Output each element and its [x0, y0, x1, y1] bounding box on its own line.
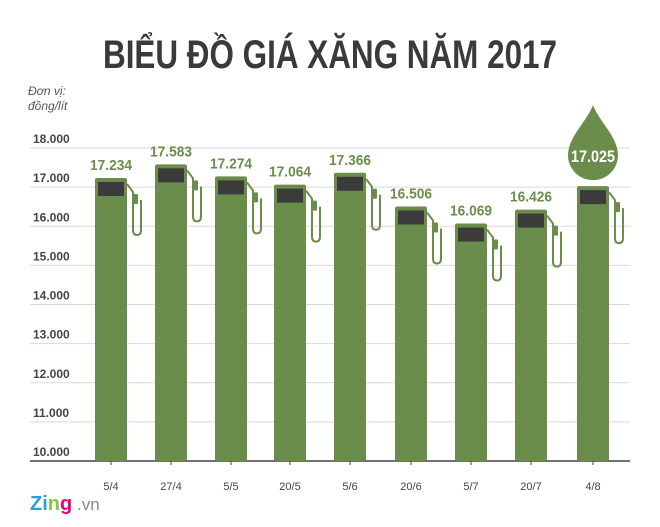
x-tick-label: 5/6 [342, 481, 357, 493]
y-tick-label: 15.000 [33, 249, 70, 263]
pump-nozzle [493, 239, 498, 250]
pump-nozzle [372, 188, 377, 199]
logo-wordmark: Zing [30, 493, 72, 515]
pump-screen [398, 210, 424, 225]
y-tick-label: 17.000 [33, 171, 70, 185]
zing-logo: Zing .vn [30, 493, 100, 515]
bar [155, 164, 187, 461]
y-tick-label: 18.000 [33, 132, 70, 146]
bar [515, 209, 547, 461]
y-tick-label: 14.000 [33, 289, 70, 303]
value-label: 17.025 [571, 147, 615, 166]
value-label: 16.069 [450, 203, 492, 220]
pump-hose [365, 178, 381, 231]
pump-hose [608, 191, 624, 245]
fuel-pump-bar: 20/7 16.426 [510, 189, 562, 493]
pump-screen [158, 168, 184, 183]
pump-hose [305, 190, 321, 243]
pump-hose [486, 228, 502, 282]
fuel-pump-bar: 5/4 17.234 [90, 157, 142, 493]
unit-label-line2: đồng/lít [28, 99, 68, 113]
bar [334, 172, 366, 462]
x-tick-label: 5/5 [223, 481, 238, 493]
bar [95, 177, 127, 461]
pump-nozzle [433, 222, 438, 233]
pump-screen [458, 227, 484, 242]
y-tick-label: 13.000 [33, 328, 70, 342]
fuel-pump-bar: 4/8 17.025 [568, 105, 624, 493]
fuel-pump-bar: 20/5 17.064 [269, 164, 321, 493]
value-label: 17.234 [90, 157, 133, 174]
pump-hose [546, 214, 562, 268]
fuel-pump-bar: 20/6 16.506 [390, 185, 442, 493]
x-tick-label: 5/7 [463, 481, 478, 493]
pump-screen [580, 190, 606, 205]
value-label: 16.426 [510, 189, 552, 206]
y-tick-label: 10.000 [33, 445, 70, 459]
pump-screen [277, 188, 303, 203]
x-tick-label: 5/4 [103, 481, 118, 493]
bar [274, 184, 306, 461]
pump-screen [337, 176, 363, 191]
pump-nozzle [193, 180, 198, 191]
logo-suffix: .vn [77, 495, 100, 514]
y-tick-label: 16.000 [33, 210, 70, 224]
x-tick-label: 20/5 [279, 481, 300, 493]
pump-nozzle [253, 192, 258, 203]
pump-nozzle [312, 200, 317, 211]
value-label: 17.274 [210, 155, 253, 172]
pump-nozzle [553, 225, 558, 236]
x-tick-label: 20/7 [520, 481, 541, 493]
y-tick-label: 12.000 [33, 367, 70, 381]
chart-title: BIỂU ĐỒ GIÁ XĂNG NĂM 2017 [103, 30, 557, 77]
pump-nozzle [615, 202, 620, 213]
unit-label-line1: Đơn vị: [28, 84, 66, 98]
pump-screen [218, 180, 244, 195]
pump-screen [518, 213, 544, 228]
pump-screen [98, 181, 124, 196]
bar [215, 176, 247, 461]
pump-hose [246, 181, 262, 235]
x-tick-label: 27/4 [160, 481, 181, 493]
fuel-pump-bar: 5/7 16.069 [450, 203, 502, 493]
value-label: 17.366 [329, 152, 371, 169]
y-tick-label: 11.000 [33, 406, 69, 420]
pump-nozzle [133, 193, 138, 204]
bar [455, 223, 487, 461]
bar [395, 206, 427, 461]
pump-hose [126, 183, 142, 236]
value-label: 17.583 [150, 143, 192, 160]
x-tick-label: 20/6 [400, 481, 421, 493]
bar [577, 186, 609, 461]
fuel-pump-bar: 5/6 17.366 [329, 152, 381, 493]
value-label: 16.506 [390, 185, 432, 202]
pump-hose [426, 211, 442, 265]
pump-hose [186, 169, 202, 223]
fuel-pump-bar: 5/5 17.274 [210, 155, 262, 493]
value-label: 17.064 [269, 164, 312, 181]
fuel-drop-badge [568, 105, 618, 181]
fuel-pump-bar: 27/4 17.583 [150, 143, 202, 493]
x-tick-label: 4/8 [585, 481, 600, 493]
